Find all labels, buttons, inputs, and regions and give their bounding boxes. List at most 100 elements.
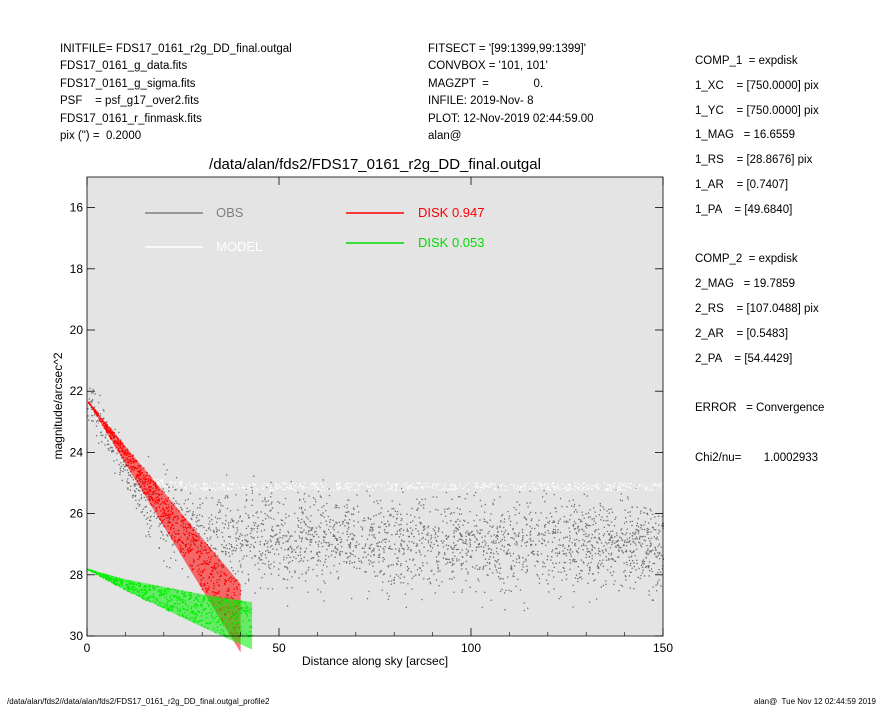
- obs-point: [304, 550, 306, 552]
- disk2-point: [113, 580, 115, 582]
- fit-param-line: COMP_1 = expdisk: [695, 55, 798, 67]
- disk1-point: [118, 443, 121, 445]
- obs-point: [557, 571, 560, 573]
- model-point: [638, 484, 641, 486]
- disk2-point: [216, 626, 219, 628]
- obs-point: [323, 600, 325, 602]
- obs-point: [323, 516, 325, 518]
- obs-point: [545, 579, 548, 581]
- disk1-point: [214, 555, 216, 557]
- obs-point: [491, 526, 493, 528]
- disk2-point: [249, 626, 251, 628]
- disk2-point: [133, 592, 136, 594]
- disk2-point: [246, 615, 248, 617]
- obs-point: [453, 529, 455, 532]
- obs-point: [215, 527, 217, 529]
- obs-point: [252, 545, 255, 547]
- obs-point: [305, 573, 307, 575]
- disk1-point: [130, 462, 132, 465]
- obs-point: [515, 508, 517, 511]
- obs-point: [504, 609, 506, 611]
- disk1-point: [206, 552, 208, 554]
- obs-point: [458, 513, 461, 515]
- disk2-point: [235, 603, 238, 606]
- obs-point: [621, 550, 623, 552]
- obs-point: [460, 513, 463, 515]
- obs-point: [610, 508, 612, 510]
- obs-point: [650, 545, 652, 547]
- disk2-point: [236, 619, 238, 621]
- obs-point: [244, 535, 246, 537]
- disk1-point: [172, 518, 174, 520]
- disk1-point: [176, 515, 179, 518]
- model-point: [335, 482, 338, 484]
- disk1-point: [110, 438, 112, 440]
- disk1-point: [194, 534, 196, 536]
- disk2-point: [131, 581, 133, 584]
- obs-point: [646, 552, 648, 554]
- disk1-point: [174, 540, 176, 543]
- obs-point: [533, 553, 535, 555]
- obs-point: [591, 518, 593, 520]
- obs-point: [485, 564, 487, 567]
- obs-point: [131, 476, 133, 478]
- obs-point: [434, 536, 436, 539]
- disk2-point: [138, 595, 141, 597]
- obs-point: [649, 508, 651, 510]
- obs-point: [636, 522, 639, 525]
- obs-point: [634, 555, 636, 557]
- obs-point: [310, 541, 313, 543]
- obs-point: [311, 534, 313, 536]
- obs-point: [325, 533, 327, 536]
- obs-point: [605, 541, 607, 544]
- disk1-point: [114, 440, 116, 442]
- obs-point: [415, 545, 417, 547]
- model-point: [506, 485, 508, 488]
- obs-point: [564, 562, 567, 564]
- obs-point: [615, 532, 618, 534]
- obs-point: [191, 513, 194, 515]
- model-point: [641, 484, 643, 486]
- obs-point: [525, 560, 527, 562]
- obs-point: [496, 535, 498, 537]
- obs-point: [308, 495, 310, 497]
- obs-point: [648, 570, 651, 572]
- obs-point: [305, 532, 307, 534]
- disk2-point: [179, 602, 181, 605]
- model-point: [266, 484, 268, 487]
- disk2-point: [159, 589, 161, 591]
- disk2-point: [205, 622, 207, 624]
- disk2-point: [217, 606, 219, 609]
- disk1-point: [165, 503, 167, 505]
- obs-point: [420, 523, 422, 525]
- obs-point: [294, 512, 296, 515]
- disk2-point: [232, 615, 234, 618]
- obs-point: [505, 553, 507, 555]
- obs-point: [505, 589, 507, 592]
- disk1-point: [126, 448, 129, 451]
- obs-point: [147, 456, 150, 458]
- disk1-point: [197, 551, 200, 553]
- disk2-point: [89, 569, 91, 572]
- obs-point: [479, 532, 481, 534]
- disk1-point: [168, 509, 170, 511]
- disk1-point: [200, 550, 202, 552]
- model-point: [416, 487, 418, 489]
- obs-point: [563, 567, 565, 570]
- disk2-point: [167, 608, 169, 610]
- model-point: [253, 488, 255, 491]
- obs-point: [646, 513, 648, 515]
- obs-point: [635, 528, 637, 531]
- obs-point: [568, 545, 570, 548]
- model-point: [253, 483, 255, 486]
- obs-point: [542, 573, 544, 575]
- obs-point: [393, 507, 395, 510]
- obs-point: [465, 560, 467, 563]
- obs-point: [617, 539, 619, 542]
- obs-point: [365, 543, 367, 545]
- model-point: [426, 482, 429, 484]
- obs-point: [461, 591, 463, 593]
- obs-point: [523, 602, 525, 604]
- obs-point: [559, 531, 562, 534]
- obs-point: [184, 499, 187, 502]
